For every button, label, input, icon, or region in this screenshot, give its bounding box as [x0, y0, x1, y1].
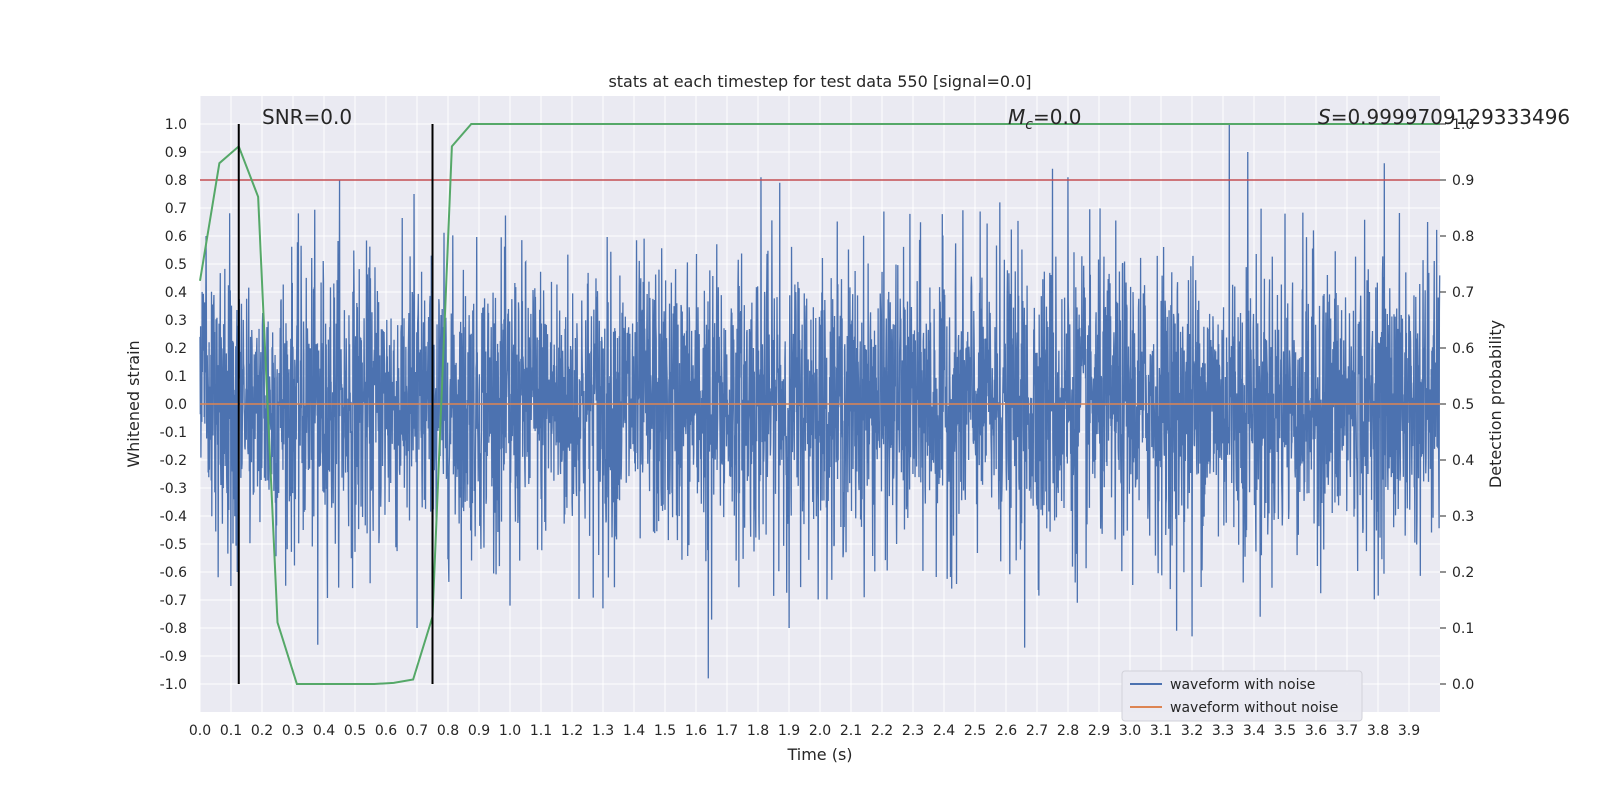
- x-tick-label-10: 1.0: [499, 723, 521, 739]
- x-tick-label-19: 1.9: [778, 723, 800, 739]
- x-tick-label-28: 2.8: [1057, 723, 1079, 739]
- x-axis-label: Time (s): [786, 745, 852, 764]
- x-tick-label-33: 3.3: [1212, 723, 1234, 739]
- y-axis-label: Whitened strain: [124, 340, 143, 467]
- x-tick-label-12: 1.2: [561, 723, 583, 739]
- mc-annotation: Mc=0.0: [1008, 105, 1082, 133]
- x-tick-label-17: 1.7: [716, 723, 738, 739]
- y2-tick-label-1: 0.9: [1452, 173, 1474, 189]
- x-tick-label-30: 3.0: [1119, 723, 1141, 739]
- x-tick-label-29: 2.9: [1088, 723, 1110, 739]
- x-tick-label-36: 3.6: [1305, 723, 1327, 739]
- x-tick-label-22: 2.2: [871, 723, 893, 739]
- series-waveform-with-noise: [199, 123, 1441, 679]
- y-tick-label-13: -0.3: [160, 481, 187, 497]
- x-tick-label-20: 2.0: [809, 723, 831, 739]
- x-tick-label-13: 1.3: [592, 723, 614, 739]
- x-tick-label-21: 2.1: [840, 723, 862, 739]
- x-tick-label-23: 2.3: [902, 723, 924, 739]
- y2-tick-label-6: 0.4: [1452, 453, 1474, 469]
- y-tick-label-1: 0.9: [165, 145, 187, 161]
- y-tick-label-11: -0.1: [160, 425, 187, 441]
- x-tick-label-8: 0.8: [437, 723, 459, 739]
- y2-tick-label-10: 0.0: [1452, 677, 1474, 693]
- y-tick-label-7: 0.3: [165, 313, 187, 329]
- y2-axis-label: Detection probability: [1486, 320, 1505, 488]
- x-tick-label-4: 0.4: [313, 723, 335, 739]
- x-tick-label-15: 1.5: [654, 723, 676, 739]
- y-tick-label-4: 0.6: [165, 229, 187, 245]
- mc-symbol: M: [1008, 105, 1025, 129]
- x-tick-label-3: 0.3: [282, 723, 304, 739]
- y-tick-label-17: -0.7: [160, 593, 187, 609]
- s-annotation: S=0.9999709129333496: [1318, 105, 1570, 129]
- legend-label-clean: waveform without noise: [1170, 700, 1338, 716]
- x-tick-label-24: 2.4: [933, 723, 955, 739]
- x-tick-label-26: 2.6: [995, 723, 1017, 739]
- y-tick-label-20: -1.0: [160, 677, 187, 693]
- y2-tick-label-2: 0.8: [1452, 229, 1474, 245]
- x-tick-label-31: 3.1: [1150, 723, 1172, 739]
- s-symbol: S: [1318, 105, 1331, 129]
- x-tick-label-1: 0.1: [220, 723, 242, 739]
- y-tick-label-18: -0.8: [160, 621, 187, 637]
- y-tick-label-15: -0.5: [160, 537, 187, 553]
- x-tick-label-11: 1.1: [530, 723, 552, 739]
- x-tick-label-18: 1.8: [747, 723, 769, 739]
- x-tick-label-37: 3.7: [1336, 723, 1358, 739]
- x-tick-label-34: 3.4: [1243, 723, 1265, 739]
- y-tick-label-10: 0.0: [165, 397, 187, 413]
- y-tick-label-2: 0.8: [165, 173, 187, 189]
- y2-tick-label-4: 0.6: [1452, 341, 1474, 357]
- y-tick-label-19: -0.9: [160, 649, 187, 665]
- y2-tick-label-7: 0.3: [1452, 509, 1474, 525]
- y-tick-label-6: 0.4: [165, 285, 187, 301]
- chart-title: stats at each timestep for test data 550…: [608, 72, 1031, 91]
- x-tick-label-39: 3.9: [1398, 723, 1420, 739]
- x-tick-label-14: 1.4: [623, 723, 645, 739]
- y2-tick-label-0: 1.0: [1452, 117, 1474, 133]
- s-value: =0.9999709129333496: [1331, 105, 1570, 129]
- mc-value: =0.0: [1033, 105, 1082, 129]
- legend-box: [1121, 670, 1363, 722]
- y-tick-label-5: 0.5: [165, 257, 187, 273]
- x-tick-label-32: 3.2: [1181, 723, 1203, 739]
- y-tick-label-0: 1.0: [165, 117, 187, 133]
- x-tick-label-25: 2.5: [964, 723, 986, 739]
- x-tick-label-6: 0.6: [375, 723, 397, 739]
- y2-tick-label-3: 0.7: [1452, 285, 1474, 301]
- y-tick-label-14: -0.4: [160, 509, 187, 525]
- x-tick-label-38: 3.8: [1367, 723, 1389, 739]
- x-tick-label-35: 3.5: [1274, 723, 1296, 739]
- legend-label-noise: waveform with noise: [1170, 677, 1315, 693]
- mc-subscript: c: [1025, 117, 1033, 133]
- x-tick-label-16: 1.6: [685, 723, 707, 739]
- legend: waveform with noise waveform without noi…: [1121, 670, 1363, 722]
- y-tick-label-16: -0.6: [160, 565, 187, 581]
- ticks: 0.0 0.1 0.2 0.3 0.4 0.5 0.6 0.7 0.8 0.9 1.0 1.1 1.2 1…: [160, 117, 1475, 739]
- y-tick-label-8: 0.2: [165, 341, 187, 357]
- y2-tick-label-5: 0.5: [1452, 397, 1474, 413]
- y2-tick-label-9: 0.1: [1452, 621, 1474, 637]
- y2-tick-label-8: 0.2: [1452, 565, 1474, 581]
- x-tick-label-5: 0.5: [344, 723, 366, 739]
- x-tick-label-0: 0.0: [189, 723, 211, 739]
- series-layer: [199, 123, 1441, 685]
- x-tick-label-27: 2.7: [1026, 723, 1048, 739]
- x-tick-label-2: 0.2: [251, 723, 273, 739]
- x-tick-label-9: 0.9: [468, 723, 490, 739]
- snr-annotation: SNR=0.0: [262, 105, 352, 129]
- x-tick-label-7: 0.7: [406, 723, 428, 739]
- series-detection-probability: [199, 123, 1440, 685]
- y-tick-label-12: -0.2: [160, 453, 187, 469]
- y-tick-label-9: 0.1: [165, 369, 187, 385]
- y-tick-label-3: 0.7: [165, 201, 187, 217]
